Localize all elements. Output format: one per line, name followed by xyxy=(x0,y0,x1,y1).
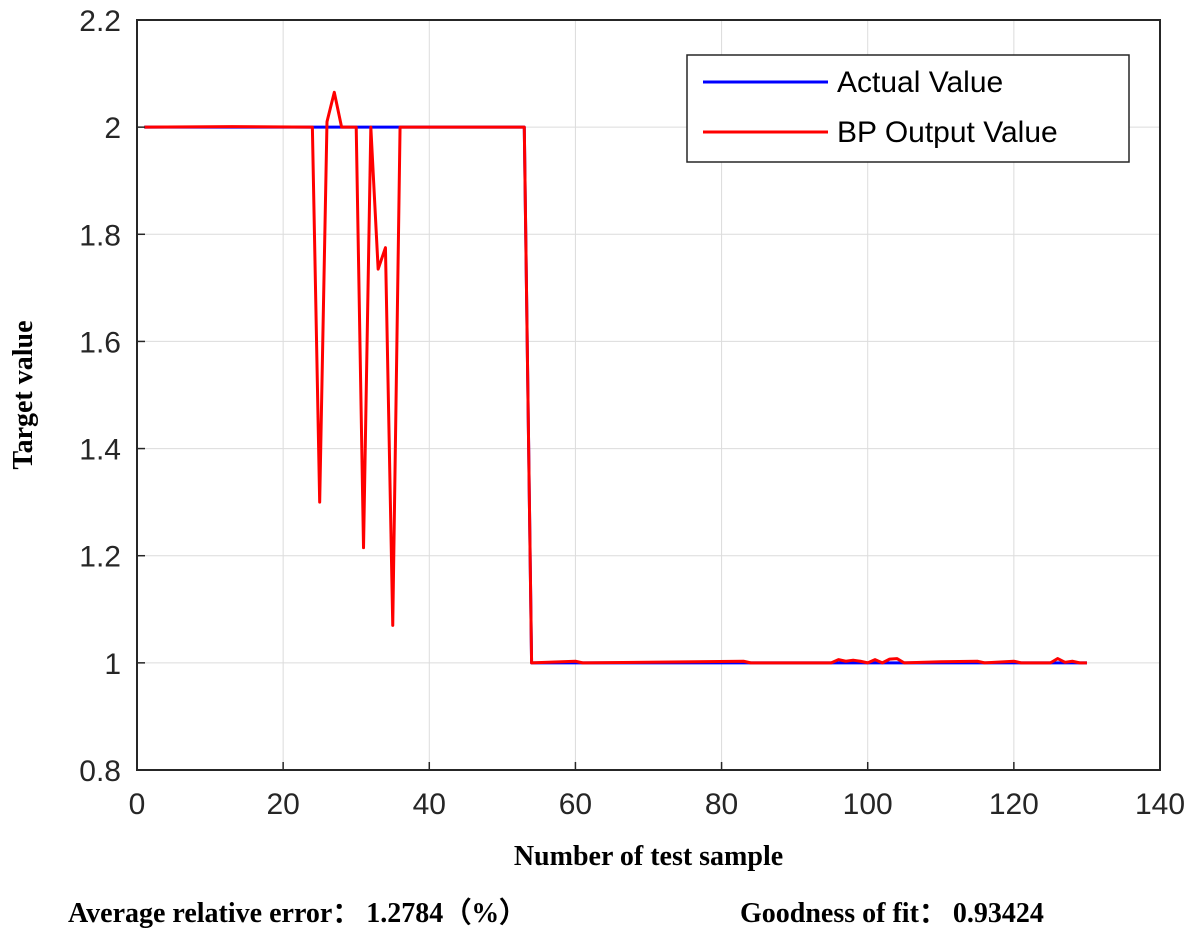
average-relative-error-value: 1.2784（%） xyxy=(366,898,528,929)
x-tick-label: 0 xyxy=(129,788,146,821)
goodness-of-fit-value: 0.93424 xyxy=(952,898,1044,929)
y-tick-label: 1.4 xyxy=(79,434,121,467)
x-tick-label: 80 xyxy=(705,788,738,821)
goodness-of-fit-label: Goodness of fit： xyxy=(740,898,947,929)
average-relative-error-label: Average relative error： xyxy=(68,898,361,929)
y-tick-label: 0.8 xyxy=(79,755,121,788)
metrics-footer: Average relative error： 1.2784（%） Goodnes… xyxy=(0,885,1200,931)
y-tick-label: 1.8 xyxy=(79,219,121,252)
legend-label-bp-output-value: BP Output Value xyxy=(837,116,1058,149)
x-tick-label: 40 xyxy=(413,788,446,821)
x-tick-label: 100 xyxy=(843,788,893,821)
legend-box xyxy=(686,54,1130,163)
x-tick-label: 140 xyxy=(1135,788,1185,821)
y-tick-label: 2.2 xyxy=(79,5,121,38)
goodness-of-fit: Goodness of fit： 0.93424 xyxy=(740,891,1044,931)
y-tick-label: 2 xyxy=(104,112,121,145)
x-tick-label: 20 xyxy=(266,788,299,821)
x-tick-label: 120 xyxy=(989,788,1039,821)
x-axis-title: Number of test sample xyxy=(514,841,783,872)
legend: Actual Value BP Output Value xyxy=(686,54,1130,163)
plot-area-frame xyxy=(136,19,1161,771)
y-tick-label: 1.2 xyxy=(79,541,121,574)
y-tick-label: 1 xyxy=(104,648,121,681)
average-relative-error: Average relative error： 1.2784（%） xyxy=(68,891,527,931)
y-axis-title: Target value xyxy=(8,320,39,469)
tick-labels: 0 20 40 60 80 100 120 140 0.8 1 1.2 1.4 1.6 1.8 2 2.2 xyxy=(79,5,1185,821)
y-tick-label: 1.6 xyxy=(79,326,121,359)
line-chart: 0 20 40 60 80 100 120 140 0.8 1 1.2 1.4 1.6 1.8 2 2.2 N… xyxy=(8,5,1185,872)
legend-label-actual-value: Actual Value xyxy=(837,66,1003,99)
series-line-bp-output-value xyxy=(144,90,1087,665)
series-lines xyxy=(144,90,1087,665)
series-line-actual-value xyxy=(144,125,1087,665)
x-tick-label: 60 xyxy=(559,788,592,821)
